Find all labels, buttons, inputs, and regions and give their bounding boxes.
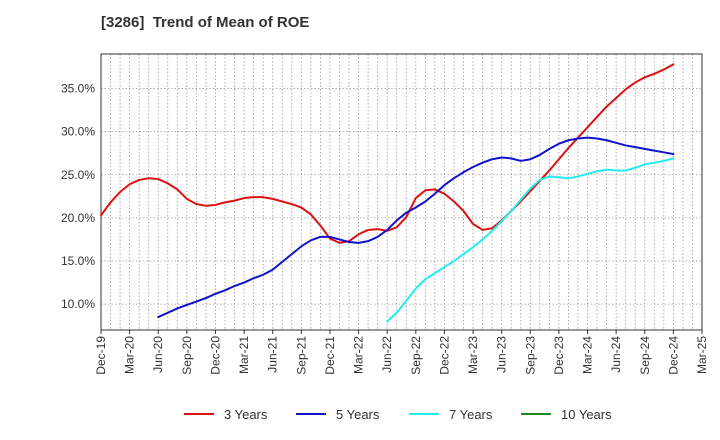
legend-label-10-years: 10 Years <box>561 407 612 422</box>
legend: 3 Years 5 Years 7 Years 10 Years <box>184 407 612 422</box>
x-tick-label: Sep-22 <box>409 336 423 375</box>
x-tick-label: Mar-22 <box>352 336 366 374</box>
x-tick-label: Sep-21 <box>294 336 308 375</box>
x-tick-label: Jun-24 <box>609 336 623 373</box>
series-line-5-years <box>157 136 675 319</box>
y-tick-label: 25.0% <box>61 168 95 182</box>
x-tick-label: Sep-20 <box>180 336 194 375</box>
x-tick-label: Dec-22 <box>437 336 451 375</box>
x-tick-label: Mar-20 <box>123 336 137 374</box>
x-tick-label: Dec-20 <box>208 336 222 375</box>
x-tick-label: Dec-19 <box>94 336 108 375</box>
x-axis-ticks: Dec-19 Mar-20 Jun-20 Sep-20 Dec-20 Mar-21 Jun-… <box>94 336 709 375</box>
x-tick-label: Jun-23 <box>495 336 509 373</box>
x-tick-label: Sep-24 <box>638 336 652 375</box>
y-tick-label: 20.0% <box>61 211 95 225</box>
series-layer <box>100 63 675 323</box>
grid-layer <box>100 54 703 330</box>
axis-layer <box>100 53 703 334</box>
y-tick-label: 15.0% <box>61 254 95 268</box>
x-tick-label: Jun-22 <box>380 336 394 373</box>
x-tick-label: Mar-25 <box>695 336 709 374</box>
series-line-7-years <box>386 157 675 323</box>
y-tick-label: 10.0% <box>61 297 95 311</box>
chart-title: [3286] Trend of Mean of ROE <box>101 14 310 31</box>
y-axis-ticks: 10.0% 15.0% 20.0% 25.0% 30.0% 35.0% <box>61 82 95 312</box>
y-tick-label: 30.0% <box>61 125 95 139</box>
legend-label-7-years: 7 Years <box>449 407 493 422</box>
x-tick-label: Dec-21 <box>323 336 337 375</box>
legend-label-3-years: 3 Years <box>224 407 268 422</box>
x-tick-label: Mar-21 <box>237 336 251 374</box>
x-tick-label: Jun-21 <box>266 336 280 373</box>
plot-area-border <box>100 53 703 331</box>
x-tick-label: Jun-20 <box>151 336 165 373</box>
x-tick-label: Dec-24 <box>666 336 680 375</box>
x-tick-label: Mar-23 <box>466 336 480 374</box>
x-tick-label: Mar-24 <box>581 336 595 374</box>
y-tick-label: 35.0% <box>61 82 95 96</box>
legend-label-5-years: 5 Years <box>336 407 380 422</box>
x-tick-label: Sep-23 <box>523 336 537 375</box>
x-tick-label: Dec-23 <box>552 336 566 375</box>
